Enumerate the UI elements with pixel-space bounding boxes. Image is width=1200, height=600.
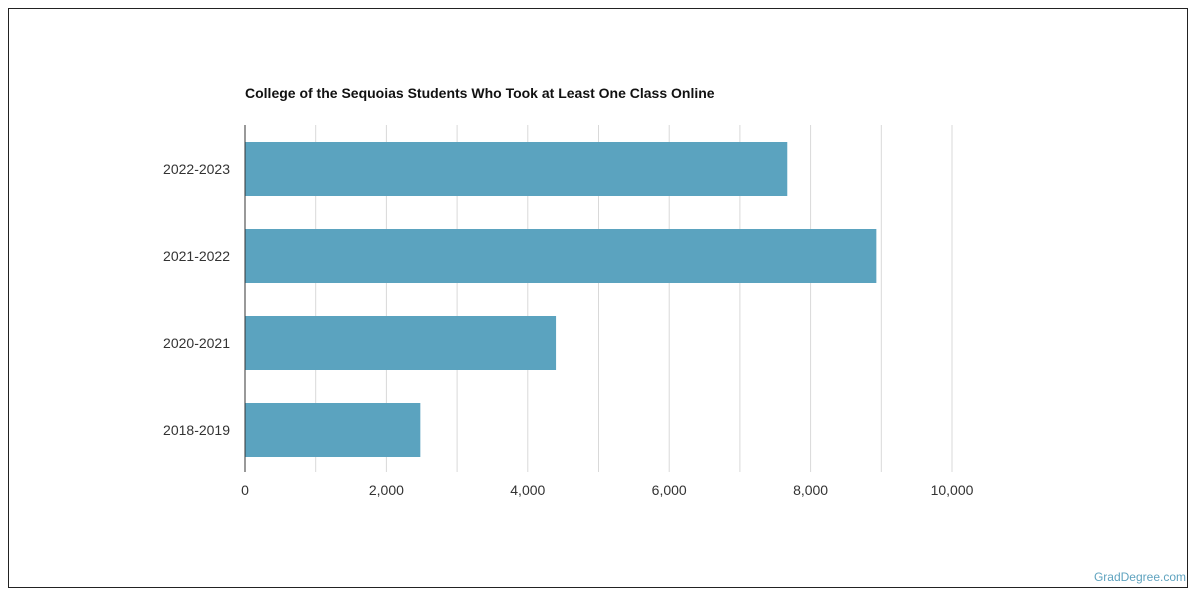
- category-label-2021-2022: 2021-2022: [163, 248, 230, 264]
- bar-2022-2023[interactable]: [245, 142, 788, 196]
- axis-labels: 2022-2023 2021-2022 2020-2021 2018-2019 0 2,0…: [163, 161, 974, 498]
- chart-title: College of the Sequoias Students Who Too…: [245, 85, 715, 101]
- x-tick-label: 10,000: [931, 482, 974, 498]
- x-tick-label: 4,000: [510, 482, 545, 498]
- bars: [245, 142, 877, 457]
- x-tick-label: 8,000: [793, 482, 828, 498]
- x-tick-label: 6,000: [652, 482, 687, 498]
- source-link[interactable]: GradDegree.com: [1093, 570, 1186, 584]
- bar-2021-2022[interactable]: [245, 229, 877, 283]
- x-tick-label: 2,000: [369, 482, 404, 498]
- category-label-2018-2019: 2018-2019: [163, 422, 230, 438]
- bar-2018-2019[interactable]: [245, 403, 421, 457]
- bar-2020-2021[interactable]: [245, 316, 557, 370]
- category-label-2022-2023: 2022-2023: [163, 161, 230, 177]
- x-tick-label: 0: [241, 482, 249, 498]
- category-label-2020-2021: 2020-2021: [163, 335, 230, 351]
